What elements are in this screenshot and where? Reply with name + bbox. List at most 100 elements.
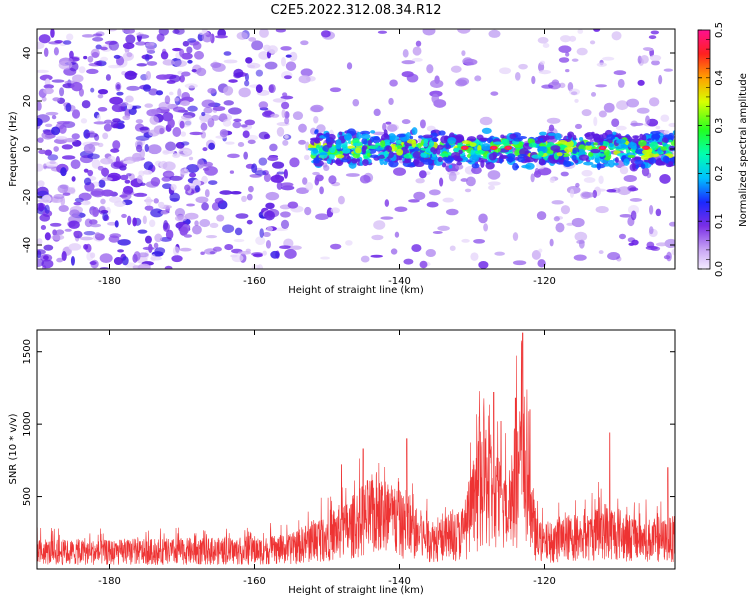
spectrogram-cell bbox=[473, 145, 479, 151]
spectrogram-cell bbox=[235, 213, 249, 219]
spectrogram-cell bbox=[455, 164, 464, 170]
spectrogram-cell bbox=[546, 117, 561, 124]
spectrogram-cell bbox=[170, 184, 177, 191]
spectrogram-cell bbox=[200, 251, 205, 256]
spectrogram-cell bbox=[415, 178, 425, 184]
spectrogram-cell bbox=[201, 99, 215, 108]
spectrogram-cell bbox=[153, 242, 159, 249]
spectrogram-cell bbox=[68, 243, 82, 251]
spectrogram-cell bbox=[102, 132, 109, 140]
spectrogram-cell bbox=[525, 156, 536, 163]
spectrogram-cell bbox=[276, 181, 283, 190]
spectrogram-cell bbox=[553, 216, 560, 222]
spectrogram-cell bbox=[179, 48, 185, 58]
spectrogram-cell bbox=[394, 231, 400, 238]
spectrogram-cell bbox=[69, 50, 74, 59]
spectrogram-cell bbox=[672, 130, 675, 136]
spectrogram-cell bbox=[640, 54, 649, 64]
spectrogram-cell bbox=[638, 139, 647, 147]
spectrogram-cell bbox=[429, 139, 435, 148]
spectrogram-cell bbox=[640, 163, 646, 170]
spectrogram-cell bbox=[150, 254, 156, 262]
spectrogram-cell bbox=[411, 244, 422, 253]
spectrogram-cell bbox=[163, 220, 169, 230]
spectrogram-cell bbox=[117, 249, 124, 253]
spectrogram-cell bbox=[606, 189, 617, 193]
spectrogram-cell bbox=[163, 150, 175, 154]
spectrogram-cell bbox=[199, 219, 211, 228]
spectrogram-cell bbox=[189, 131, 203, 136]
spectrogram-cell bbox=[655, 208, 662, 217]
spectrogram-cell bbox=[590, 164, 599, 168]
spectrogram-cell bbox=[145, 70, 152, 81]
spectrogram-cell bbox=[132, 265, 141, 269]
spectrogram-cell bbox=[192, 225, 202, 235]
spectrogram-cell bbox=[251, 40, 264, 51]
spectrogram-cell bbox=[611, 131, 617, 136]
spectrogram-cell bbox=[536, 211, 547, 221]
spectrogram-cell bbox=[474, 75, 482, 82]
spectrogram-cell bbox=[162, 161, 176, 171]
spectrogram-cell bbox=[96, 114, 101, 122]
spectrogram-cell bbox=[86, 252, 94, 261]
spectrogram-cell bbox=[659, 174, 671, 184]
spectrogram-cell bbox=[578, 154, 589, 161]
spectrogram-cell bbox=[281, 57, 286, 67]
spectrogram-cell bbox=[356, 131, 362, 140]
spectrogram-cell bbox=[373, 220, 386, 230]
spectrogram-cell bbox=[212, 106, 226, 112]
spectrogram-cell bbox=[319, 186, 324, 195]
colorbar-tick-label: 0.1 bbox=[714, 213, 725, 229]
spectrogram-cell bbox=[298, 123, 307, 133]
spectrogram-cell bbox=[630, 210, 637, 221]
spectrogram-cell bbox=[227, 153, 240, 159]
spectrogram-cell bbox=[81, 100, 91, 109]
spectrogram-cell bbox=[600, 146, 605, 149]
spectrogram-cell bbox=[280, 211, 291, 218]
spectrogram-cell bbox=[648, 97, 660, 107]
spectrogram-cell bbox=[83, 168, 89, 173]
spectrogram-cell bbox=[538, 248, 543, 253]
spectrogram-cell bbox=[92, 33, 103, 37]
spectrogram-cell bbox=[63, 137, 75, 143]
spectrogram-cell bbox=[139, 182, 146, 186]
spectrogram-cell bbox=[419, 260, 428, 269]
spectrogram-cell bbox=[270, 250, 280, 259]
spectrogram-cell bbox=[380, 216, 394, 220]
spectrogram-cell bbox=[255, 236, 266, 245]
spectrogram-cell bbox=[147, 144, 162, 155]
spectrogram-cell bbox=[40, 224, 47, 230]
spectrogram-cell bbox=[664, 238, 675, 249]
spectrogram-cell bbox=[590, 92, 597, 97]
spectrogram-cell bbox=[383, 150, 389, 158]
spectrogram-cell bbox=[119, 165, 127, 171]
spectrogram-cell bbox=[144, 143, 149, 152]
spectrogram-cell bbox=[493, 141, 504, 145]
spectrogram-y-tick-label: 0 bbox=[22, 146, 33, 152]
spectrogram-cell bbox=[608, 142, 615, 147]
spectrogram-cell bbox=[611, 31, 622, 41]
spectrogram-cell bbox=[154, 160, 163, 167]
spectrogram-cell bbox=[186, 163, 200, 173]
spectrogram-cell bbox=[282, 139, 289, 146]
spectrogram-cell bbox=[169, 192, 181, 203]
spectrogram-cell bbox=[241, 195, 247, 203]
spectrogram-cell bbox=[512, 232, 519, 241]
spectrogram-cell bbox=[263, 44, 271, 52]
spectrogram-cell bbox=[181, 71, 191, 77]
spectrogram-cell bbox=[461, 238, 470, 243]
spectrogram-cell bbox=[390, 139, 396, 143]
spectrogram-cell bbox=[428, 189, 441, 196]
spectrogram-cell bbox=[471, 163, 480, 169]
spectrogram-cell bbox=[408, 199, 420, 203]
spectrogram-y-tick-label: -40 bbox=[22, 237, 33, 253]
spectrogram-cell bbox=[194, 50, 205, 60]
spectrogram-cell bbox=[539, 60, 546, 65]
spectrogram-cell bbox=[123, 29, 136, 34]
spectrogram-x-tick-label: -120 bbox=[533, 276, 556, 287]
spectrogram-cell bbox=[373, 108, 381, 117]
spectrogram-cell bbox=[598, 153, 605, 157]
spectrogram-cell bbox=[88, 219, 98, 225]
spectrogram-cell bbox=[237, 142, 245, 148]
spectrogram-cell bbox=[591, 131, 595, 136]
